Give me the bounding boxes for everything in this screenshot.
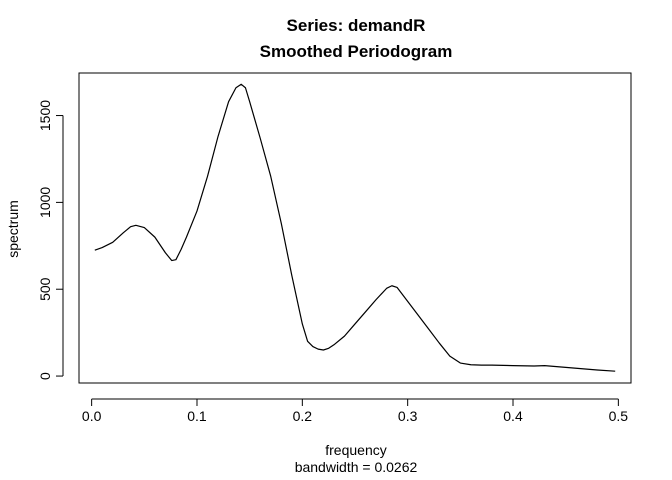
- x-tick-label: 0.0: [82, 408, 102, 424]
- y-tick-label: 500: [37, 277, 53, 301]
- y-tick-label: 1500: [37, 100, 53, 131]
- x-tick-label: 0.1: [187, 408, 207, 424]
- x-tick-label: 0.4: [503, 408, 523, 424]
- plot-frame: [78, 72, 632, 384]
- x-axis-label: frequency: [325, 442, 386, 458]
- x-axis-sublabel: bandwidth = 0.0262: [295, 459, 418, 475]
- y-axis: 0 500 1000 1500: [37, 100, 64, 380]
- y-axis-label: spectrum: [5, 200, 21, 258]
- x-tick-label: 0.5: [609, 408, 629, 424]
- x-tick-label: 0.3: [398, 408, 418, 424]
- y-tick-label: 0: [37, 372, 53, 380]
- chart-subtitle: Smoothed Periodogram: [260, 42, 453, 61]
- x-tick-label: 0.2: [293, 408, 313, 424]
- chart-title: Series: demandR: [287, 16, 426, 35]
- y-tick-label: 1000: [37, 187, 53, 218]
- x-axis: 0.0 0.1 0.2 0.3 0.4 0.5: [82, 398, 629, 424]
- spectrum-series-line: [94, 83, 616, 372]
